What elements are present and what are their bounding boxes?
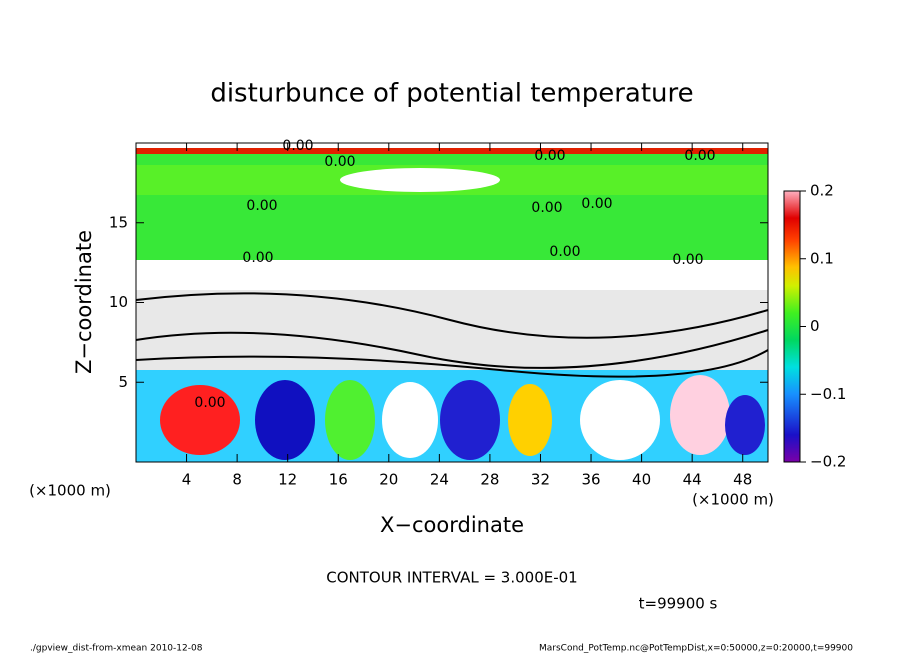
contour-label: 0.00 bbox=[324, 154, 355, 170]
contour-label: 0.00 bbox=[242, 250, 273, 266]
contour-label: 0.00 bbox=[549, 244, 580, 260]
y-tick-label: 15 bbox=[109, 213, 128, 231]
x-axis-label: X−coordinate bbox=[380, 513, 524, 537]
contour-label: 0.00 bbox=[194, 395, 225, 411]
x-tick-label: 28 bbox=[480, 471, 499, 489]
colorbar-tick-label: 0.1 bbox=[810, 249, 834, 267]
footer-right: MarsCond_PotTemp.nc@PotTempDist,x=0:5000… bbox=[539, 644, 853, 654]
colorbar-tick-label: −0.1 bbox=[810, 385, 846, 403]
contour-label: 0.00 bbox=[531, 200, 562, 216]
x-tick-label: 4 bbox=[182, 471, 192, 489]
x-tick-label: 44 bbox=[683, 471, 702, 489]
x-tick-label: 24 bbox=[430, 471, 449, 489]
contour-label: 0.00 bbox=[672, 252, 703, 268]
chart-title: disturbunce of potential temperature bbox=[210, 79, 693, 109]
field bbox=[135, 143, 769, 462]
colorbar bbox=[783, 190, 801, 463]
y-tick-label: 5 bbox=[118, 373, 128, 391]
colorbar-tick-label: 0.2 bbox=[810, 182, 834, 200]
y-tick-label: 10 bbox=[109, 293, 128, 311]
colorbar-tick-label: −0.2 bbox=[810, 453, 846, 471]
y-axis-label: Z−coordinate bbox=[72, 230, 96, 374]
contour-label: 0.00 bbox=[581, 196, 612, 212]
contour-label: 0.00 bbox=[246, 198, 277, 214]
x-tick-label: 12 bbox=[278, 471, 297, 489]
footer-left: ./gpview_dist-from-xmean 2010-12-08 bbox=[30, 644, 203, 654]
x-tick-label: 8 bbox=[232, 471, 242, 489]
x-unit: (×1000 m) bbox=[29, 482, 111, 500]
x-tick-label: 16 bbox=[329, 471, 348, 489]
x-tick-label: 40 bbox=[632, 471, 651, 489]
x-tick-label: 36 bbox=[581, 471, 600, 489]
colorbar-tick-label: 0 bbox=[810, 317, 820, 335]
x-tick-label: 20 bbox=[379, 471, 398, 489]
time-label: t=99900 s bbox=[639, 595, 718, 613]
contour-label: 0.00 bbox=[534, 148, 565, 164]
x-tick-label: 48 bbox=[733, 471, 752, 489]
contour-label: 0.00 bbox=[684, 148, 715, 164]
x-unit: (×1000 m) bbox=[692, 491, 774, 509]
contour-label: 0.00 bbox=[282, 138, 313, 154]
x-tick-label: 32 bbox=[531, 471, 550, 489]
contour-interval: CONTOUR INTERVAL = 3.000E-01 bbox=[326, 569, 577, 587]
